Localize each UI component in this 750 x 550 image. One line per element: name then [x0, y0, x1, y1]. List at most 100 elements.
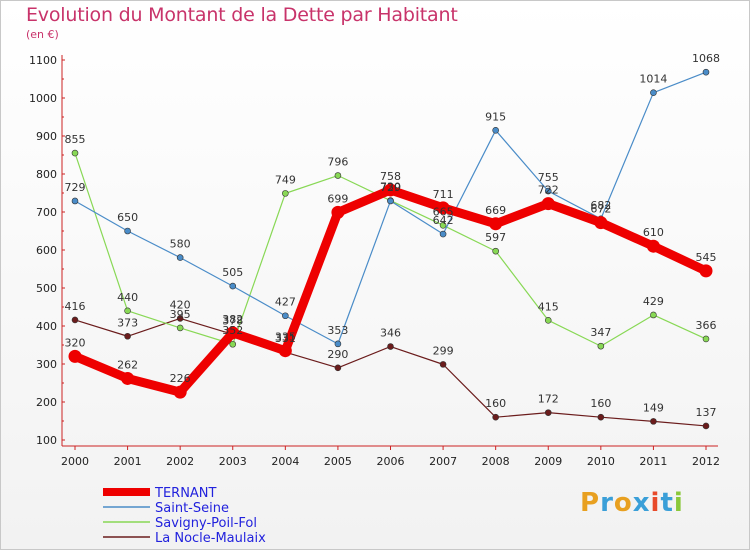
data-point: [439, 361, 447, 368]
data-label: 729: [380, 181, 401, 194]
data-label: 699: [327, 192, 348, 205]
data-point: [646, 239, 660, 253]
data-point: [387, 343, 394, 350]
data-label: 320: [65, 336, 86, 349]
data-label: 160: [485, 397, 506, 410]
data-point: [702, 68, 710, 76]
data-point: [68, 349, 82, 363]
data-point: [176, 254, 184, 261]
x-tick-label: 2010: [587, 455, 615, 468]
data-point: [544, 187, 552, 195]
x-tick-label: 2006: [377, 455, 405, 468]
x-tick-label: 2011: [639, 455, 667, 468]
data-point: [334, 364, 342, 372]
y-tick-label: 700: [36, 206, 57, 219]
x-tick-label: 2000: [61, 455, 89, 468]
data-label: 1014: [639, 73, 667, 86]
legend-label: Saint-Seine: [155, 501, 229, 516]
data-point: [650, 311, 657, 319]
data-label: 149: [643, 401, 664, 414]
data-point: [331, 205, 345, 219]
series-line-ternant: [70, 185, 711, 397]
data-label: 346: [380, 327, 401, 340]
data-point: [492, 413, 499, 421]
data-point: [541, 197, 555, 211]
data-point: [594, 216, 608, 230]
data-point: [439, 222, 447, 229]
data-point: [334, 340, 342, 348]
data-label: 1068: [692, 52, 720, 65]
data-label: 366: [696, 319, 717, 332]
data-label: 597: [485, 231, 506, 244]
data-label: 290: [327, 348, 348, 361]
x-tick-label: 2008: [482, 455, 510, 468]
data-label: 642: [433, 214, 454, 227]
data-point: [702, 422, 710, 430]
data-label: 749: [275, 173, 296, 186]
x-tick-label: 2002: [166, 455, 194, 468]
y-tick-label: 1000: [29, 92, 57, 105]
chart-subtitle: (en €): [26, 28, 59, 41]
data-point: [334, 172, 342, 179]
data-point: [282, 190, 289, 197]
data-label: 172: [538, 393, 559, 406]
data-label: 755: [538, 171, 559, 184]
data-point: [650, 89, 657, 96]
y-tick-label: 400: [36, 320, 57, 333]
data-label: 758: [380, 170, 401, 183]
data-label: 262: [117, 358, 138, 371]
data-label: 395: [170, 308, 191, 321]
x-tick-label: 2003: [219, 455, 247, 468]
data-point: [124, 227, 131, 235]
data-label: 440: [117, 291, 138, 304]
y-tick-label: 200: [36, 396, 57, 409]
data-point: [226, 326, 240, 340]
data-label: 855: [65, 133, 86, 146]
data-label: 352: [222, 324, 243, 337]
data-label: 331: [275, 332, 296, 345]
x-tick-label: 2001: [114, 455, 142, 468]
data-point: [71, 316, 79, 324]
data-label: 382: [222, 313, 243, 326]
data-point: [282, 312, 289, 320]
y-tick-label: 1100: [29, 54, 57, 67]
data-point: [124, 307, 131, 315]
x-tick-label: 2007: [429, 455, 457, 468]
chart-title: Evolution du Montant de la Dette par Hab…: [26, 4, 458, 26]
data-point: [436, 201, 450, 215]
y-tick-label: 500: [36, 282, 57, 295]
data-label: 427: [275, 296, 296, 309]
x-tick-label: 2012: [692, 455, 720, 468]
data-label: 416: [65, 300, 86, 313]
data-point: [544, 316, 552, 324]
legend-label: La Nocle-Maulaix: [155, 531, 266, 546]
data-label: 665: [433, 205, 454, 218]
data-label: 415: [538, 300, 559, 313]
y-tick-label: 100: [36, 434, 57, 447]
data-point: [699, 264, 713, 278]
data-label: 335: [275, 331, 296, 344]
data-label: 299: [433, 344, 454, 357]
data-label: 729: [65, 181, 86, 194]
data-label: 796: [327, 156, 348, 169]
data-point: [544, 409, 552, 416]
data-point: [650, 418, 657, 425]
data-label: 226: [170, 372, 191, 385]
data-point: [124, 332, 131, 340]
data-label: 711: [433, 188, 454, 201]
data-point: [229, 282, 237, 290]
y-tick-label: 600: [36, 244, 57, 257]
data-label: 610: [643, 226, 664, 239]
data-label: 505: [222, 266, 243, 279]
x-tick-label: 2004: [271, 455, 299, 468]
data-label: 722: [538, 184, 559, 197]
data-point: [121, 371, 135, 385]
data-label: 137: [696, 406, 717, 419]
data-point: [71, 197, 79, 205]
data-point: [229, 340, 237, 348]
data-point: [387, 197, 394, 205]
data-label: 429: [643, 295, 664, 308]
data-label: 347: [590, 326, 611, 339]
